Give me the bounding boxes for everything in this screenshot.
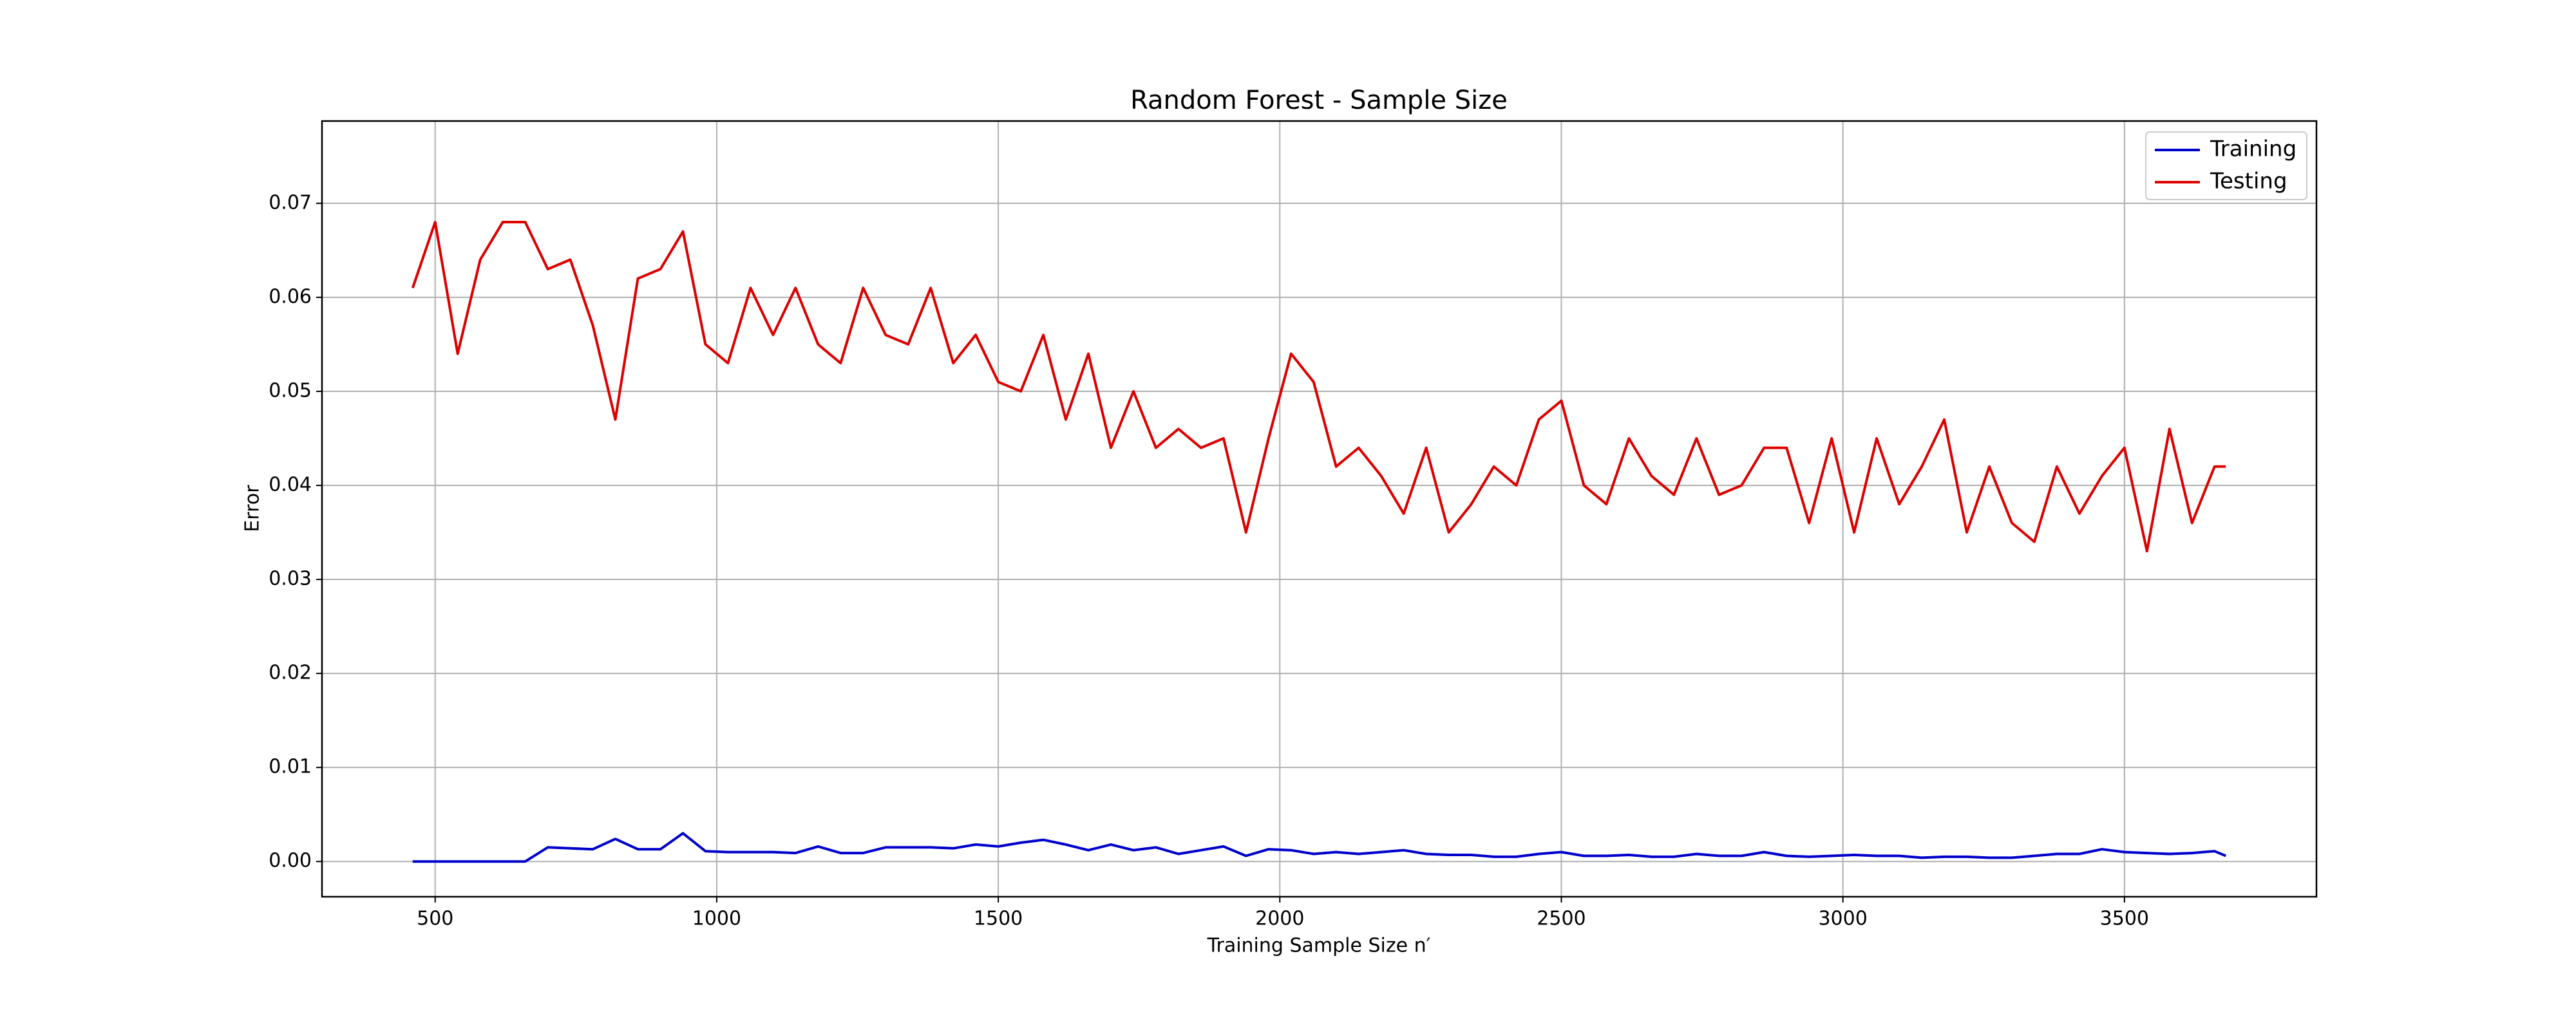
chart-title: Random Forest - Sample Size xyxy=(1130,86,1508,115)
y-tick-label: 0.06 xyxy=(269,285,312,308)
y-tick-label: 0.01 xyxy=(269,756,312,778)
legend-label: Training xyxy=(2210,136,2297,162)
x-tick-label: 500 xyxy=(417,908,453,930)
y-tick-label: 0.04 xyxy=(269,473,312,496)
data-line xyxy=(411,221,2226,553)
y-tick-label: 0.02 xyxy=(269,662,312,684)
y-tick-label: 0.07 xyxy=(269,191,312,214)
x-tick-label: 3000 xyxy=(1818,908,1867,930)
x-tick-label: 3500 xyxy=(2100,908,2149,930)
y-tick-label: 0.00 xyxy=(269,850,312,872)
x-axis-label: Training Sample Size n′ xyxy=(1207,935,1431,957)
x-tick-label: 2500 xyxy=(1537,908,1586,930)
data-line xyxy=(412,832,2226,863)
x-tick-label: 2000 xyxy=(1255,908,1304,930)
legend-label: Testing xyxy=(2210,169,2287,194)
x-tick-label: 1000 xyxy=(692,908,741,930)
plot-frame xyxy=(321,120,2318,898)
y-tick-label: 0.03 xyxy=(269,568,312,590)
y-axis-label: Error xyxy=(242,485,264,532)
x-tick-label: 1500 xyxy=(974,908,1023,930)
y-tick-label: 0.05 xyxy=(269,379,312,402)
